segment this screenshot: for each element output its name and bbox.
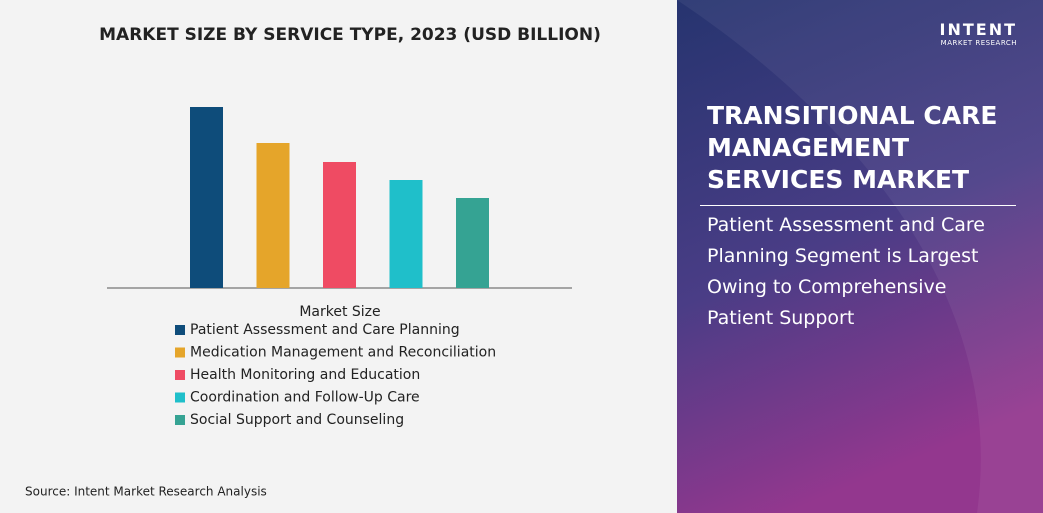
bar [190, 107, 223, 288]
divider [700, 205, 1016, 206]
side-background [677, 0, 1043, 513]
bar [389, 180, 423, 288]
chart-title: MARKET SIZE BY SERVICE TYPE, 2023 (USD B… [99, 25, 601, 45]
legend-label: Health Monitoring and Education [190, 367, 420, 383]
side-title: TRANSITIONAL CARE MANAGEMENT SERVICES MA… [707, 101, 998, 194]
chart: MARKET SIZE BY SERVICE TYPE, 2023 (USD B… [25, 25, 601, 499]
legend-label: Patient Assessment and Care Planning [190, 322, 460, 338]
legend-swatch [175, 370, 185, 380]
logo-tagline: MARKET RESEARCH [940, 39, 1017, 47]
legend-swatch [175, 347, 185, 358]
logo-name: INTENT [939, 20, 1017, 39]
legend-swatch [175, 392, 185, 403]
bar [323, 162, 356, 288]
logo: INTENT MARKET RESEARCH [940, 20, 1018, 47]
legend-label: Coordination and Follow-Up Care [190, 390, 420, 406]
legend-title: Market Size [299, 304, 380, 320]
legend-label: Social Support and Counseling [190, 412, 404, 428]
side-subtitle: Patient Assessment and Care Planning Seg… [707, 214, 985, 329]
legend-swatch [175, 325, 185, 335]
bar [256, 143, 290, 288]
bar [456, 198, 489, 288]
legend-label: Medication Management and Reconciliation [190, 345, 496, 361]
source: Source: Intent Market Research Analysis [25, 485, 267, 499]
side-panel: INTENT MARKET RESEARCH TRANSITIONAL CARE… [677, 0, 1043, 513]
legend-swatch [175, 415, 185, 425]
